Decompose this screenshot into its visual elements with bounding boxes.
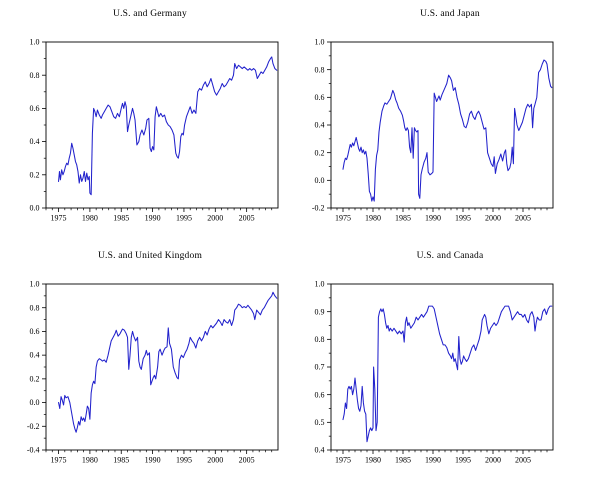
svg-text:1995: 1995 [455,456,471,465]
svg-text:2000: 2000 [485,214,501,223]
svg-text:1980: 1980 [82,456,98,465]
svg-text:1985: 1985 [395,456,411,465]
chart-title-us-japan: U.S. and Japan [420,9,480,19]
svg-text:1.0: 1.0 [315,280,325,289]
svg-text:1.0: 1.0 [30,280,40,289]
chart-canvas-us-canada: 1.0 0.9 0.8 0.7 0.6 0.5 0.4 1975 1980 1985 1990 199… [315,280,554,465]
svg-text:0.0: 0.0 [30,398,40,407]
svg-text:2005: 2005 [515,214,531,223]
svg-text:1980: 1980 [82,214,98,223]
svg-text:1995: 1995 [176,456,192,465]
svg-text:0.0: 0.0 [30,204,40,213]
svg-text:0.8: 0.8 [30,303,40,312]
svg-text:1985: 1985 [395,214,411,223]
svg-text:1975: 1975 [335,456,351,465]
chart-panel-us-germany: U.S. and Germany 1.0 0.8 0.6 0.4 0.2 0.0 1975 1… [0,0,300,242]
svg-text:1980: 1980 [365,456,381,465]
svg-text:1980: 1980 [365,214,381,223]
svg-text:0.8: 0.8 [315,65,325,74]
svg-text:0.5: 0.5 [315,418,325,427]
svg-text:1990: 1990 [425,214,441,223]
svg-text:1995: 1995 [455,214,471,223]
svg-text:2005: 2005 [239,456,255,465]
svg-text:0.2: 0.2 [30,170,40,179]
svg-text:0.6: 0.6 [30,104,40,113]
chart-panel-us-japan: U.S. and Japan 1.0 0.8 0.6 0.4 0.2 0.0 -0.2 197… [300,0,600,242]
svg-text:1.0: 1.0 [315,38,325,47]
svg-text:1995: 1995 [176,214,192,223]
svg-text:0.4: 0.4 [30,137,40,146]
svg-text:0.4: 0.4 [315,121,325,130]
svg-text:2005: 2005 [239,214,255,223]
svg-text:1990: 1990 [425,456,441,465]
svg-text:1975: 1975 [335,214,351,223]
svg-text:0.2: 0.2 [315,148,325,157]
chart-panel-us-canada: U.S. and Canada 1.0 0.9 0.8 0.7 0.6 0.5 0.4 197… [300,242,600,484]
chart-panel-us-uk: U.S. and United Kingdom 1.0 0.8 0.6 0.4 0.2 0… [0,242,300,484]
svg-text:0.0: 0.0 [315,176,325,185]
chart-title-us-uk: U.S. and United Kingdom [97,251,203,261]
svg-text:0.7: 0.7 [315,363,325,372]
svg-text:2005: 2005 [515,456,531,465]
svg-text:0.4: 0.4 [315,446,325,455]
chart-canvas-us-uk: 1.0 0.8 0.6 0.4 0.2 0.0 -0.2 -0.4 1975 1980 1985 19… [27,280,279,465]
chart-canvas-us-germany: 1.0 0.8 0.6 0.4 0.2 0.0 1975 1980 1985 1990 1995 20… [30,38,279,223]
svg-text:0.8: 0.8 [30,71,40,80]
svg-text:1.0: 1.0 [30,38,40,47]
svg-text:-0.4: -0.4 [27,446,40,455]
svg-text:1990: 1990 [145,456,161,465]
svg-text:0.6: 0.6 [315,93,325,102]
svg-text:1985: 1985 [113,214,129,223]
svg-text:2000: 2000 [207,214,223,223]
svg-text:0.6: 0.6 [315,390,325,399]
chart-title-us-germany: U.S. and Germany [113,9,187,19]
svg-text:2000: 2000 [485,456,501,465]
chart-title-us-canada: U.S. and Canada [416,251,484,261]
svg-text:0.9: 0.9 [315,307,325,316]
svg-text:2000: 2000 [207,456,223,465]
svg-text:0.4: 0.4 [30,351,40,360]
svg-text:1985: 1985 [113,456,129,465]
svg-text:0.8: 0.8 [315,335,325,344]
svg-text:1975: 1975 [51,214,67,223]
svg-text:0.2: 0.2 [30,374,40,383]
svg-text:1990: 1990 [145,214,161,223]
svg-text:-0.2: -0.2 [312,204,325,213]
svg-text:0.6: 0.6 [30,327,40,336]
chart-canvas-us-japan: 1.0 0.8 0.6 0.4 0.2 0.0 -0.2 1975 1980 1985 1990 19… [312,38,554,223]
svg-text:1975: 1975 [51,456,67,465]
svg-text:-0.2: -0.2 [27,422,40,431]
